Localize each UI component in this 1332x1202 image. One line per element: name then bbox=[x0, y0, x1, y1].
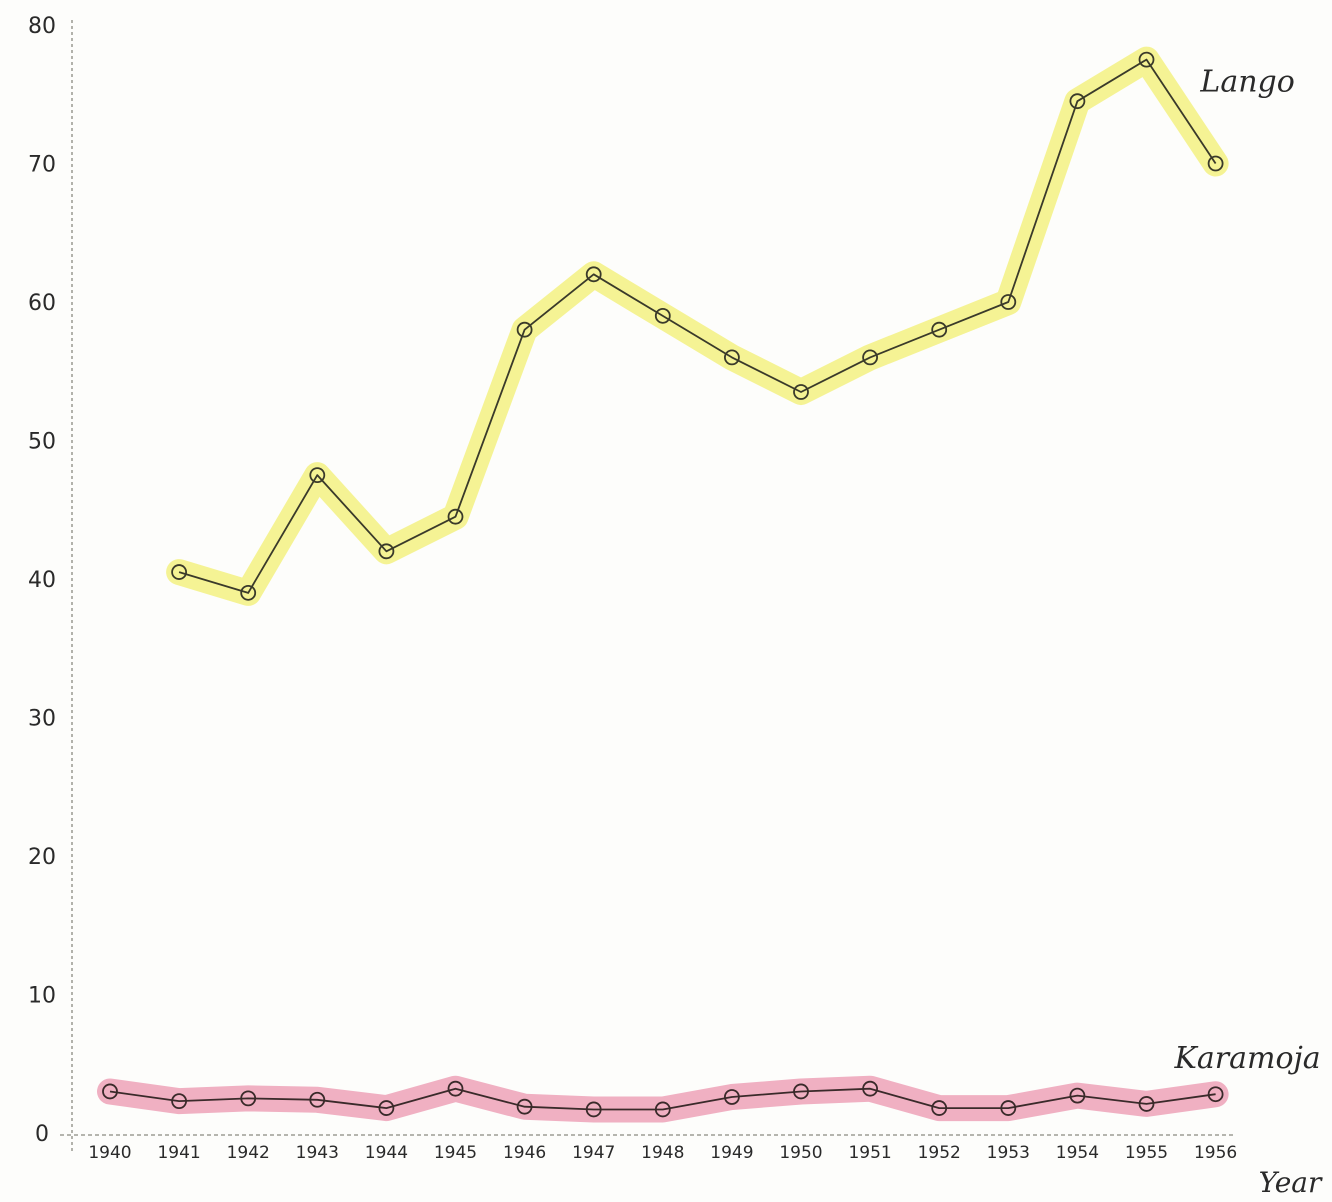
x-tick-label: 1950 bbox=[779, 1143, 822, 1163]
data-point bbox=[171, 1093, 188, 1110]
data-point bbox=[862, 349, 878, 366]
data-point bbox=[102, 1083, 118, 1100]
y-tick-label: 30 bbox=[28, 707, 56, 732]
data-point bbox=[1207, 1086, 1224, 1103]
data-point bbox=[240, 1090, 257, 1107]
data-point bbox=[1138, 51, 1155, 68]
x-tick-label: 1952 bbox=[918, 1143, 961, 1163]
data-point bbox=[654, 307, 671, 324]
data-point bbox=[585, 266, 602, 283]
data-point bbox=[171, 564, 188, 580]
y-tick-label: 50 bbox=[28, 430, 56, 455]
y-tick-label: 80 bbox=[28, 14, 56, 39]
x-tick-label: 1943 bbox=[296, 1143, 339, 1163]
x-tick-label: 1940 bbox=[88, 1143, 131, 1163]
x-tick-label: 1941 bbox=[157, 1143, 200, 1163]
y-tick-label: 70 bbox=[28, 153, 56, 178]
x-tick-label: 1953 bbox=[987, 1143, 1030, 1163]
data-point bbox=[654, 1101, 671, 1118]
x-tick-label: 1942 bbox=[227, 1143, 270, 1163]
x-tick-label: 1956 bbox=[1194, 1143, 1237, 1163]
y-tick-label: 0 bbox=[35, 1122, 49, 1147]
data-point bbox=[1000, 294, 1017, 310]
series-label-lango: Lango bbox=[1199, 65, 1294, 100]
data-point bbox=[724, 1089, 740, 1105]
data-point bbox=[1138, 1096, 1155, 1112]
data-point bbox=[309, 467, 326, 484]
data-point bbox=[1000, 1100, 1017, 1116]
x-axis-title: Year bbox=[1259, 1166, 1323, 1198]
x-tick-label: 1945 bbox=[434, 1143, 477, 1163]
x-tick-label: 1949 bbox=[710, 1143, 753, 1163]
data-point bbox=[1069, 1087, 1086, 1104]
y-tick-label: 60 bbox=[28, 291, 56, 316]
data-point bbox=[378, 543, 395, 560]
data-point bbox=[862, 1080, 878, 1097]
x-tick-label: 1954 bbox=[1056, 1143, 1099, 1163]
x-tick-label: 1946 bbox=[503, 1143, 546, 1163]
x-tick-label: 1944 bbox=[365, 1143, 408, 1163]
x-tick-label: 1948 bbox=[641, 1143, 684, 1163]
series-label-karamoja: Karamoja bbox=[1173, 1041, 1320, 1076]
data-point bbox=[516, 321, 533, 338]
x-axis: 1940 1941 1942 1943 1944 1945 1946 1947 1948 1949… bbox=[60, 1134, 1323, 1199]
data-point bbox=[1069, 93, 1086, 110]
data-point bbox=[793, 384, 809, 400]
y-tick-label: 10 bbox=[28, 984, 56, 1009]
series-line-lango bbox=[178, 58, 1217, 594]
data-point bbox=[1207, 155, 1224, 172]
data-point bbox=[378, 1100, 395, 1116]
data-point bbox=[447, 1080, 464, 1097]
data-point bbox=[931, 1100, 948, 1116]
x-tick-label: 1951 bbox=[848, 1143, 891, 1163]
data-point bbox=[793, 1083, 809, 1100]
labels-layer: Lango Karamoja bbox=[1173, 65, 1320, 1077]
data-point bbox=[240, 584, 257, 601]
series-highlight-lango bbox=[166, 46, 1229, 606]
y-axis: 0 10 20 30 40 50 60 70 80 bbox=[28, 14, 73, 1151]
series-line-karamoja bbox=[109, 1087, 1216, 1111]
data-point bbox=[585, 1101, 602, 1118]
series-layer bbox=[97, 46, 1229, 1123]
data-point bbox=[447, 508, 464, 525]
x-tick-label: 1947 bbox=[572, 1143, 615, 1163]
data-point bbox=[931, 321, 948, 338]
y-tick-label: 40 bbox=[28, 568, 56, 593]
x-tick-label: 1955 bbox=[1125, 1143, 1168, 1163]
y-tick-label: 20 bbox=[28, 845, 56, 870]
data-point bbox=[724, 349, 740, 366]
data-point bbox=[309, 1091, 326, 1108]
data-point bbox=[516, 1098, 533, 1115]
